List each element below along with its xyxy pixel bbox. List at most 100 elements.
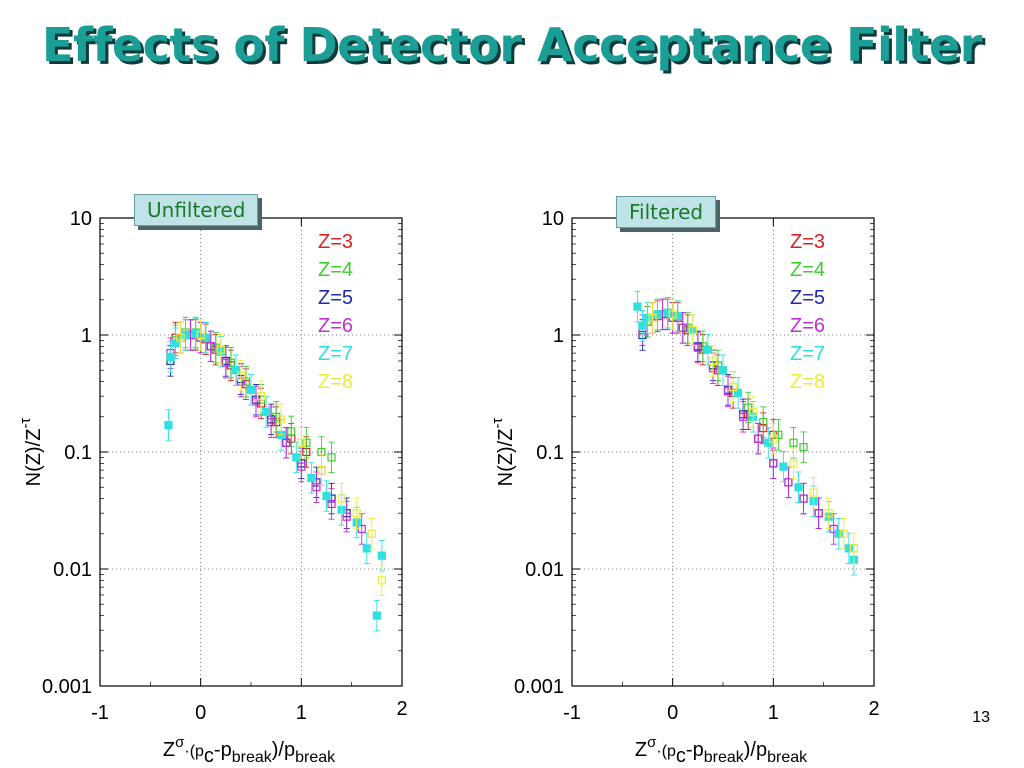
- data-point: [789, 438, 798, 447]
- legend-entry: Z=7: [318, 343, 353, 365]
- data-point: [769, 459, 778, 468]
- legend-entry: Z=4: [318, 259, 353, 281]
- y-tick-label: 0.1: [536, 442, 564, 464]
- data-point: [809, 488, 818, 497]
- data-point: [196, 330, 205, 340]
- data-point: [754, 434, 763, 443]
- data-point: [648, 313, 657, 323]
- data-point: [176, 333, 185, 342]
- page-number: 13: [972, 709, 990, 726]
- data-point: [713, 361, 723, 370]
- data-point: [718, 366, 728, 375]
- data-point: [302, 438, 311, 447]
- chart-svg-unfiltered: 10 1 0.1 0.01 0.001 -1 0 1 2 Zσ·(pc-pbreak)/pbrea…: [17, 208, 408, 767]
- data-point: [297, 438, 306, 447]
- legend-entry: Z=6: [318, 315, 353, 337]
- data-point: [739, 412, 748, 421]
- data-point: [834, 529, 843, 538]
- data-point: [794, 483, 803, 492]
- data-point: [164, 420, 173, 430]
- data-points: [633, 290, 858, 576]
- x-tick-label: 2: [396, 698, 407, 720]
- data-point: [744, 403, 753, 412]
- data-points: [164, 316, 386, 632]
- data-point: [668, 310, 677, 319]
- data-point: [643, 313, 652, 323]
- data-point: [377, 576, 386, 585]
- data-point: [251, 397, 261, 406]
- ticks: 10 1 0.1 0.01 0.001 -1 0 1 2: [42, 208, 408, 724]
- data-point: [789, 459, 798, 468]
- data-point: [663, 308, 672, 317]
- series-Z-4: [171, 316, 336, 474]
- y-tick-label: 0.1: [64, 442, 92, 464]
- y-tick-label: 10: [542, 208, 564, 230]
- series-Z-8: [176, 319, 386, 597]
- legend: Z=3 Z=4 Z=5 Z=6 Z=7 Z=8: [790, 231, 825, 393]
- data-point: [236, 371, 246, 380]
- data-point: [849, 544, 858, 553]
- y-axis-label: N(Z)/Z-τ: [17, 418, 45, 487]
- data-point: [317, 466, 326, 475]
- data-point: [352, 509, 361, 518]
- data-point: [322, 491, 331, 501]
- x-tick-label: 0: [195, 702, 206, 724]
- x-tick-label: 1: [768, 702, 779, 724]
- legend-entry: Z=6: [790, 315, 825, 337]
- data-point: [708, 356, 718, 366]
- data-point: [206, 342, 215, 351]
- slide-title: Effects of Detector Acceptance Filter: [42, 18, 982, 72]
- legend-entry: Z=8: [790, 371, 825, 393]
- legend-entry: Z=8: [318, 371, 353, 393]
- chart-svg-filtered: 10 1 0.1 0.01 0.001 -1 0 1 2 Zσ·(pc-pbreak)/pbrea…: [489, 208, 880, 767]
- data-point: [673, 312, 682, 321]
- data-point: [749, 407, 758, 417]
- data-point: [221, 358, 230, 367]
- y-tick-label: 10: [70, 208, 92, 230]
- data-point: [688, 326, 697, 335]
- data-point: [357, 524, 366, 534]
- y-tick-label: 0.001: [514, 676, 564, 698]
- data-point: [171, 339, 180, 348]
- data-point: [784, 478, 793, 487]
- legend-entry: Z=4: [790, 259, 825, 281]
- data-point: [246, 385, 256, 394]
- legend: Z=3 Z=4 Z=5 Z=6 Z=7 Z=8: [318, 231, 353, 393]
- y-tick-label: 1: [81, 325, 92, 347]
- data-point: [282, 438, 291, 447]
- data-point: [327, 499, 336, 509]
- data-point: [181, 330, 190, 340]
- data-point: [297, 462, 306, 471]
- legend-entry: Z=3: [318, 231, 353, 253]
- data-point: [638, 321, 647, 330]
- y-tick-label: 0.001: [42, 676, 92, 698]
- data-point: [201, 333, 210, 342]
- legend-entry: Z=5: [790, 287, 825, 309]
- data-point: [362, 544, 371, 553]
- series-Z-3: [643, 298, 778, 451]
- data-point: [728, 382, 738, 392]
- x-tick-label: -1: [563, 702, 581, 724]
- legend-entry: Z=3: [790, 231, 825, 253]
- data-point: [231, 366, 240, 375]
- data-point: [633, 302, 642, 311]
- data-point: [337, 494, 346, 503]
- data-point: [814, 509, 823, 518]
- data-point: [272, 412, 281, 421]
- data-point: [829, 524, 838, 534]
- y-axis-label: N(Z)/Z-τ: [489, 418, 517, 487]
- data-point: [824, 509, 833, 518]
- x-tick-label: 1: [296, 702, 307, 724]
- data-point: [703, 345, 712, 354]
- panel-label-unfiltered: Unfiltered: [134, 194, 259, 226]
- data-point: [191, 329, 200, 339]
- x-tick-label: 0: [667, 702, 678, 724]
- data-point: [372, 611, 381, 620]
- y-tick-label: 1: [553, 325, 564, 347]
- x-axis-label: Zσ·(pc-pbreak)/pbreak: [635, 734, 808, 767]
- panel-label-filtered: Filtered: [616, 196, 717, 228]
- x-tick-label: -1: [91, 702, 109, 724]
- data-point: [723, 387, 733, 396]
- y-tick-label: 0.01: [525, 559, 564, 581]
- data-point: [312, 483, 321, 492]
